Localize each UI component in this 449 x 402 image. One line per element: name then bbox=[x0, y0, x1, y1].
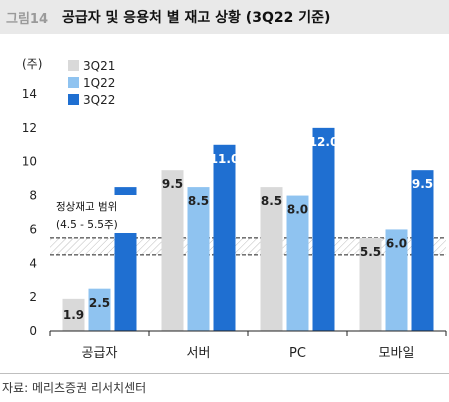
y-tick-label: 10 bbox=[22, 155, 37, 169]
bar-3Q21 bbox=[359, 237, 382, 331]
y-tick-label: 0 bbox=[29, 324, 37, 338]
y-tick-label: 14 bbox=[22, 87, 37, 101]
bar-1Q22 bbox=[88, 288, 111, 331]
data-label: 11.0 bbox=[210, 152, 240, 166]
y-tick-label: 12 bbox=[22, 121, 37, 135]
bar-3Q21 bbox=[62, 298, 85, 331]
y-tick-label: 6 bbox=[29, 222, 37, 236]
y-axis-unit: (주) bbox=[22, 57, 42, 71]
chart-title: 공급자 및 응용처 별 재고 상황 (3Q22 기준) bbox=[62, 10, 331, 26]
y-tick-label: 8 bbox=[29, 189, 37, 203]
legend-label: 1Q22 bbox=[83, 76, 115, 90]
title-bar: 그림14 공급자 및 응용처 별 재고 상황 (3Q22 기준) bbox=[0, 0, 449, 34]
data-label: 9.5 bbox=[162, 177, 183, 191]
y-tick-label: 2 bbox=[29, 290, 37, 304]
normal-range-band bbox=[50, 237, 446, 255]
bar-3Q22 bbox=[213, 144, 236, 331]
normal-range-label-line1: 정상재고 범위 bbox=[56, 200, 117, 213]
data-label: 9.5 bbox=[412, 177, 433, 191]
normal-range-label-bg bbox=[53, 195, 137, 233]
legend-label: 3Q21 bbox=[83, 59, 115, 73]
bar-3Q22 bbox=[312, 127, 335, 331]
data-label: 1.9 bbox=[63, 308, 84, 322]
legend-swatch-3Q22 bbox=[68, 94, 79, 105]
legend-label: 3Q22 bbox=[83, 93, 115, 107]
data-label: 12.0 bbox=[309, 135, 339, 149]
source-note: 자료: 메리츠증권 리서치센터 bbox=[2, 381, 147, 395]
bar-3Q21 bbox=[260, 187, 283, 331]
legend-swatch-3Q21 bbox=[68, 60, 79, 71]
x-tick-label: 모바일 bbox=[379, 346, 415, 361]
legend-swatch-1Q22 bbox=[68, 77, 79, 88]
source-divider bbox=[0, 373, 449, 374]
x-tick-label: 서버 bbox=[187, 346, 211, 361]
data-label: 8.5 bbox=[188, 194, 209, 208]
x-tick-label: 공급자 bbox=[82, 346, 118, 361]
data-label: 5.5 bbox=[360, 245, 381, 259]
bar-3Q22 bbox=[411, 170, 434, 331]
data-label: 2.5 bbox=[89, 296, 110, 310]
data-label: 6.0 bbox=[386, 236, 407, 250]
normal-range-label-line2: (4.5 - 5.5주) bbox=[56, 219, 118, 231]
data-label: 8.0 bbox=[287, 203, 308, 217]
data-label: 8.5 bbox=[261, 194, 282, 208]
bar-1Q22 bbox=[286, 195, 309, 331]
y-tick-label: 4 bbox=[29, 256, 37, 270]
bar-3Q21 bbox=[161, 170, 184, 331]
bar-1Q22 bbox=[385, 229, 408, 331]
bar-1Q22 bbox=[187, 187, 210, 331]
figure-number: 그림14 bbox=[6, 12, 49, 27]
x-tick-label: PC bbox=[289, 346, 306, 361]
